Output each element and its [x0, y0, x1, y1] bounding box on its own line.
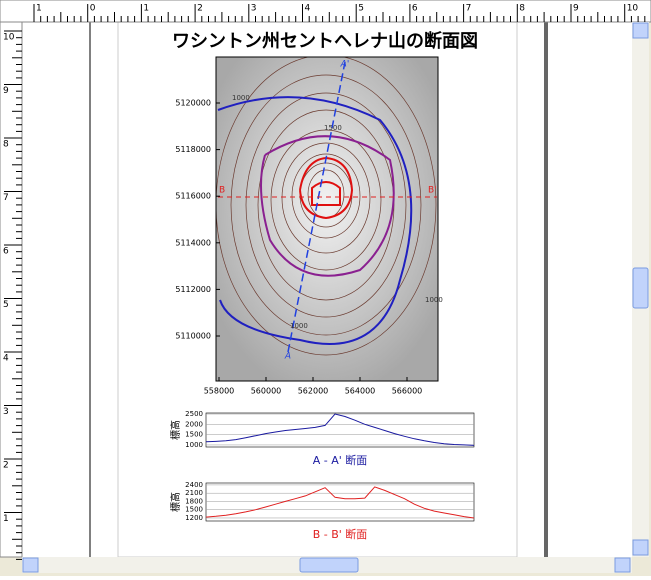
ruler-bg — [0, 0, 651, 23]
contour-label: 1000 — [290, 322, 308, 330]
ruler-label: 3 — [3, 407, 9, 417]
y-tick-label: 1500 — [185, 431, 203, 439]
scroll-thumb[interactable] — [299, 557, 359, 573]
map-x-label: 562000 — [298, 387, 329, 396]
y-tick-label: 1200 — [185, 514, 203, 522]
ruler-label: 0 — [90, 4, 96, 14]
scroll-right[interactable] — [614, 557, 631, 573]
ruler-label: 3 — [251, 4, 257, 14]
crater-contour — [299, 156, 354, 220]
scroll-thumb[interactable] — [632, 267, 649, 309]
ruler-label: 7 — [466, 4, 472, 14]
profile-line — [205, 486, 475, 519]
scroll-down[interactable] — [632, 539, 649, 556]
y-tick-label: 2500 — [185, 410, 203, 418]
title: ワシントン州セントヘレナ山の断面図 — [172, 30, 478, 52]
y-tick-label: 1500 — [185, 506, 203, 514]
ruler-label: 5 — [3, 300, 9, 310]
map-y-label: 5118000 — [175, 145, 211, 154]
section-label: B' — [428, 186, 437, 196]
scroll-up[interactable] — [632, 22, 649, 39]
caption: B - B' 断面 — [313, 527, 368, 541]
section-label: B — [219, 186, 225, 196]
caption: A - A' 断面 — [313, 453, 368, 467]
ruler-label: 8 — [3, 140, 9, 150]
map-x-label: 558000 — [204, 387, 235, 396]
contour-label: 1000 — [425, 296, 443, 304]
ruler-label: 4 — [305, 4, 311, 14]
profile-frame — [205, 412, 475, 448]
map-y-label: 5114000 — [175, 238, 211, 247]
ruler-label: 1 — [36, 4, 42, 14]
map-y-label: 5110000 — [175, 332, 211, 341]
contour-label: 1500 — [324, 124, 342, 132]
ruler-label: 6 — [412, 4, 418, 14]
map-y-label: 5116000 — [175, 192, 211, 201]
profile-line — [205, 413, 475, 446]
y-tick-label: 2100 — [185, 489, 203, 497]
scroll-left[interactable] — [22, 557, 39, 573]
ruler-label: 10 — [3, 33, 15, 43]
section-label: A — [284, 352, 291, 362]
map-y-label: 5112000 — [175, 285, 211, 294]
ruler-label: 8 — [519, 4, 525, 14]
ruler-label: 4 — [3, 354, 9, 364]
y-tick-label: 1000 — [185, 441, 203, 449]
section-a — [287, 61, 346, 353]
y-axis-label: 標高 — [169, 492, 182, 512]
ruler-label: 1 — [143, 4, 149, 14]
ruler-left: 10 9 8 7 6 5 4 3 2 1 — [0, 21, 23, 560]
y-tick-label: 2400 — [185, 481, 203, 489]
map-x-label: 560000 — [251, 387, 282, 396]
ruler-label: 6 — [3, 247, 9, 257]
ruler-label: 7 — [3, 193, 9, 203]
ruler-label: 5 — [358, 4, 364, 14]
contour-label: 1000 — [232, 94, 250, 102]
profile-frame — [205, 482, 475, 522]
contour-1000 — [217, 96, 413, 345]
ruler-label: 2 — [3, 461, 9, 471]
contours — [216, 57, 437, 356]
section-label: A' — [340, 60, 350, 70]
h-scrollbar — [22, 557, 632, 573]
ruler-label: 10 — [627, 4, 639, 14]
ruler-bg — [0, 21, 23, 558]
map-y-label: 5120000 — [175, 99, 211, 108]
ruler-label: 9 — [573, 4, 579, 14]
relief — [216, 57, 438, 381]
ruler-label: 2 — [197, 4, 203, 14]
y-tick-label: 1800 — [185, 497, 203, 505]
contour-map — [216, 57, 438, 381]
map-x-label: 564000 — [345, 387, 376, 396]
ruler-top: 1 0 1 2 3 4 5 6 7 8 9 10 — [0, 0, 651, 23]
y-tick-label: 2000 — [185, 420, 203, 428]
map-frame — [215, 56, 439, 382]
map-x-label: 566000 — [392, 387, 423, 396]
ruler-label: 1 — [3, 514, 9, 524]
y-axis-label: 標高 — [169, 420, 182, 440]
v-scrollbar — [632, 22, 649, 557]
ruler-label: 9 — [3, 86, 9, 96]
page-edge — [544, 22, 548, 557]
contour-1500 — [260, 135, 395, 277]
